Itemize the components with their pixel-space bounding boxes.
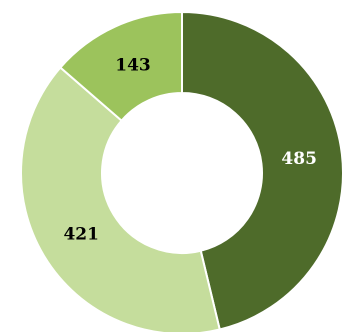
donut-slice-2 xyxy=(58,10,183,123)
data-label-2: 143 xyxy=(115,56,151,76)
slices-group xyxy=(20,10,344,332)
labels-group: 485 421 143 xyxy=(63,56,316,245)
data-label-0: 485 xyxy=(281,149,317,169)
donut-slice-0 xyxy=(181,10,344,331)
donut-slice-1 xyxy=(20,66,221,332)
data-label-1: 421 xyxy=(63,224,99,244)
